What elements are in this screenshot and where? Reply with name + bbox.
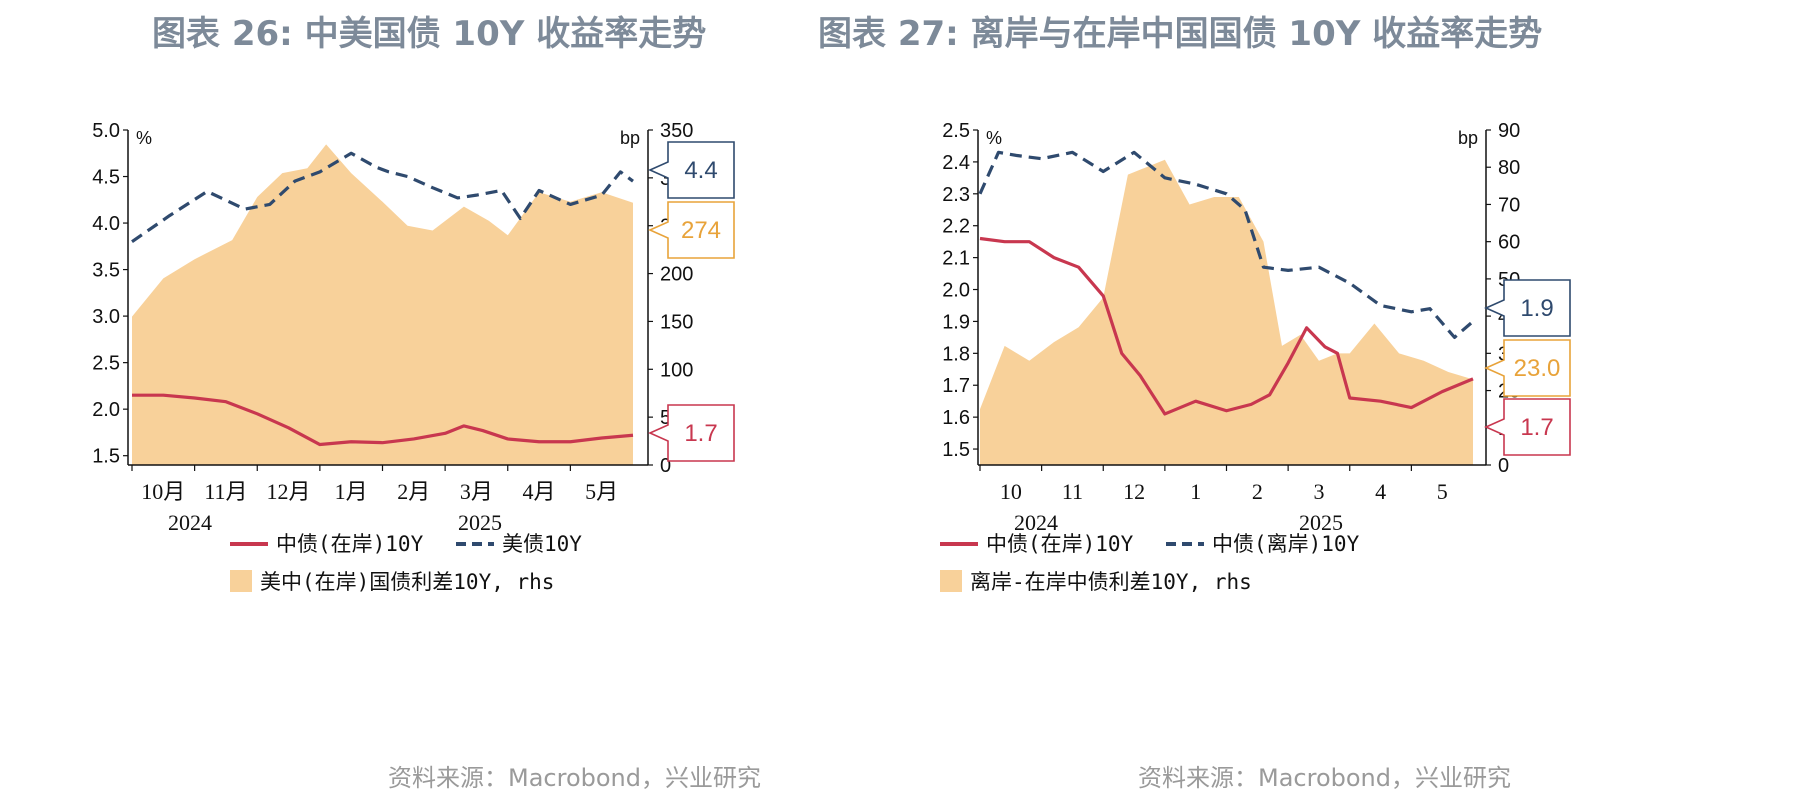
left-tick-label: 1.7 xyxy=(942,375,970,397)
left-tick-label: 4.0 xyxy=(92,213,120,235)
left-tick-label: 3.0 xyxy=(92,306,120,328)
x-tick-label: 12 xyxy=(1123,479,1145,504)
right-tick-label: 60 xyxy=(1498,232,1520,254)
left-tick-label: 1.5 xyxy=(942,439,970,461)
value-callout-box xyxy=(648,404,735,462)
left-tick-label: 5.0 xyxy=(92,120,120,142)
value-callout-text: 1.7 xyxy=(684,420,717,447)
left-chart: 5.04.54.03.53.02.52.01.53503002502001501… xyxy=(92,120,735,594)
spread-area-series xyxy=(132,144,633,465)
source-note: 资料来源：Macrobond，兴业研究 xyxy=(388,764,761,792)
value-callout-text: 274 xyxy=(681,217,721,244)
right-unit-label: bp xyxy=(1458,128,1478,148)
x-tick-label: 1 xyxy=(1190,479,1201,504)
x-tick-label: 4 xyxy=(1375,479,1386,504)
left-tick-label: 2.1 xyxy=(942,248,970,270)
value-callout-text: 4.4 xyxy=(684,157,717,184)
value-callout-box xyxy=(1484,339,1571,397)
figure-title: 图表 27: 离岸与在岸中国国债 10Y 收益率走势 xyxy=(818,14,1543,54)
right-tick-label: 70 xyxy=(1498,194,1520,216)
left-tick-label: 2.5 xyxy=(942,120,970,142)
left-tick-label: 1.8 xyxy=(942,343,970,365)
left-tick-label: 2.2 xyxy=(942,216,970,238)
right-tick-label: 90 xyxy=(1498,120,1520,142)
left-unit-label: % xyxy=(136,128,152,148)
x-tick-label: 12月 xyxy=(267,479,311,504)
right-unit-label: bp xyxy=(620,128,640,148)
x-year-label: 2024 xyxy=(1014,510,1058,535)
left-tick-label: 2.5 xyxy=(92,353,120,375)
x-tick-label: 3 xyxy=(1313,479,1324,504)
x-tick-label: 2 xyxy=(1252,479,1263,504)
x-tick-label: 2月 xyxy=(397,479,430,504)
value-callout-text: 1.7 xyxy=(1520,414,1553,441)
x-tick-label: 1月 xyxy=(335,479,368,504)
solid-line-series xyxy=(979,236,1474,416)
figure-title: 图表 26: 中美国债 10Y 收益率走势 xyxy=(152,14,707,54)
left-figure: 图表 26: 中美国债 10Y 收益率走势 5.0 4.5 4.0 3.5 3.0 2.5… xyxy=(92,14,761,792)
legend-label: 美中(在岸)国债利差10Y, rhs xyxy=(260,570,554,594)
source-note: 资料来源：Macrobond，兴业研究 xyxy=(1138,764,1511,792)
x-tick-label: 5月 xyxy=(585,479,618,504)
solid-line-series xyxy=(132,393,634,447)
x-tick-label: 11月 xyxy=(204,479,247,504)
left-tick-label: 2.0 xyxy=(942,280,970,302)
left-tick-label: 1.5 xyxy=(92,446,120,468)
value-callout-text: 23.0 xyxy=(1514,355,1561,382)
value-callout-box xyxy=(1484,279,1571,337)
legend-label: 中债(离岸)10Y xyxy=(1212,532,1360,556)
left-tick-label: 1.9 xyxy=(942,311,970,333)
legend-swatch-area xyxy=(230,570,252,592)
x-tick-label: 11 xyxy=(1062,479,1083,504)
x-year-label: 2025 xyxy=(1299,510,1343,535)
dashed-line-series xyxy=(978,150,1475,339)
right-tick-label: 350 xyxy=(660,120,693,142)
x-tick-label: 3月 xyxy=(460,479,493,504)
right-figure: 图表 27: 离岸与在岸中国国债 10Y 收益率走势 2.5 2.4 2.3 2.2 2… xyxy=(818,0,1800,794)
left-tick-label: 3.5 xyxy=(92,260,120,282)
right-tick-label: 100 xyxy=(660,359,693,381)
left-unit-label: % xyxy=(986,128,1002,148)
value-callout-box xyxy=(648,201,735,259)
right-chart: 2.5 2.4 2.3 2.2 2.1 2.0 1.9 1.8 1.7 1.6 1.5 90 80 70 6… xyxy=(940,120,1571,594)
x-year-label: 2024 xyxy=(168,510,212,535)
legend-label: 离岸-在岸中债利差10Y, rhs xyxy=(970,570,1252,594)
right-tick-label: 0 xyxy=(1498,455,1509,477)
x-tick-label: 10 xyxy=(1000,479,1022,504)
x-tick-label: 4月 xyxy=(523,479,556,504)
right-tick-label: 150 xyxy=(660,311,693,333)
left-tick-label: 4.5 xyxy=(92,167,120,189)
left-tick-label: 1.6 xyxy=(942,407,970,429)
left-tick-label: 2.3 xyxy=(942,184,970,206)
x-year-label: 2025 xyxy=(458,510,502,535)
left-tick-label: 2.0 xyxy=(92,399,120,421)
dashed-line-series xyxy=(131,151,634,243)
x-tick-label: 10月 xyxy=(141,479,185,504)
value-callout-box xyxy=(648,141,735,199)
right-tick-label: 0 xyxy=(660,455,671,477)
right-tick-label: 80 xyxy=(1498,157,1520,179)
value-callout-box xyxy=(1484,398,1571,456)
legend-label: 中债(在岸)10Y xyxy=(276,532,424,556)
x-tick-label: 5 xyxy=(1437,479,1448,504)
legend-swatch-area xyxy=(940,570,962,592)
left-tick-label: 2.4 xyxy=(942,152,970,174)
value-callout-text: 1.9 xyxy=(1520,295,1553,322)
right-tick-label: 200 xyxy=(660,264,693,286)
spread-area-series xyxy=(980,159,1473,465)
legend-label: 中债(在岸)10Y xyxy=(986,532,1134,556)
legend-label: 美债10Y xyxy=(502,532,582,556)
